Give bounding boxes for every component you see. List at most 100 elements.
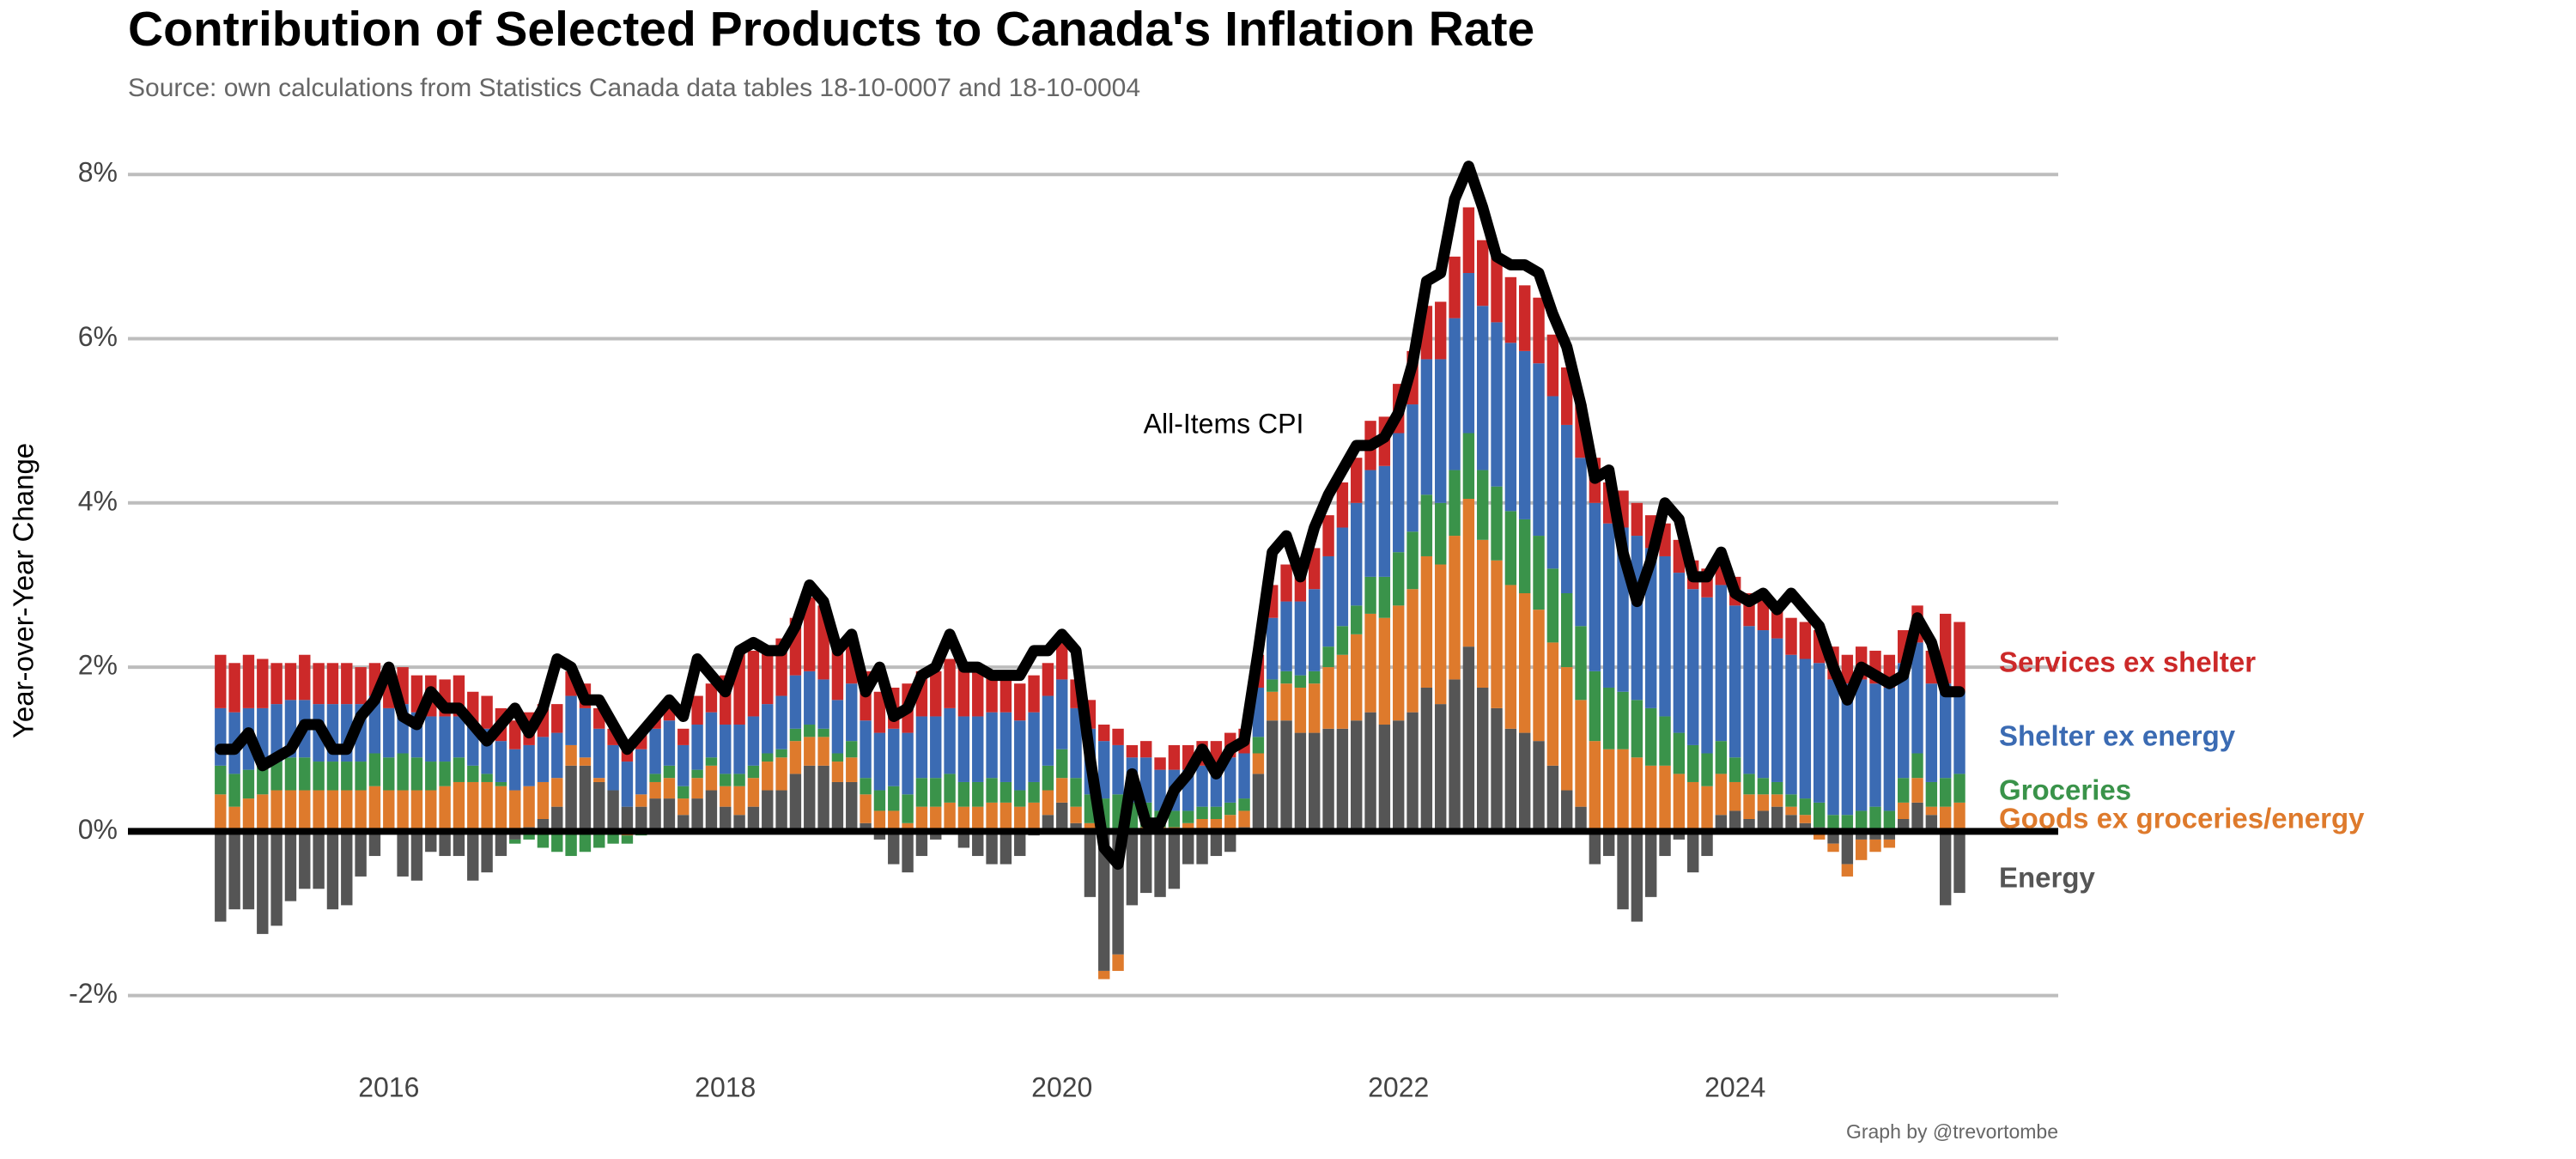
bar-segment xyxy=(915,778,928,807)
bar-segment xyxy=(326,762,339,791)
bar-segment xyxy=(1813,831,1826,840)
bar-segment xyxy=(1028,675,1040,713)
bar-segment xyxy=(1673,831,1686,840)
bar-segment xyxy=(999,831,1012,865)
legend-label: Services ex shelter xyxy=(1999,646,2256,678)
bar-segment xyxy=(1435,301,1447,360)
bar-segment xyxy=(1070,707,1082,779)
bar-segment xyxy=(1042,663,1054,696)
bar-segment xyxy=(1196,831,1208,865)
bar-segment xyxy=(1252,774,1265,832)
bar-segment xyxy=(831,762,844,782)
bar-segment xyxy=(1925,683,1938,782)
bar-segment xyxy=(1617,691,1629,749)
bar-segment xyxy=(1224,802,1236,816)
bar-segment xyxy=(1827,815,1839,832)
bar-segment xyxy=(1014,806,1026,832)
bar-segment xyxy=(1154,831,1166,897)
bar-segment xyxy=(1743,794,1755,819)
bar-segment xyxy=(1351,634,1363,721)
bar-segment xyxy=(1897,802,1910,819)
bar-segment xyxy=(1771,781,1783,795)
bar-segment xyxy=(999,712,1012,782)
bar-segment xyxy=(326,663,339,705)
bar-segment xyxy=(1378,725,1391,832)
bar-segment xyxy=(1435,704,1447,832)
bar-segment xyxy=(1519,285,1531,351)
bar-segment xyxy=(1631,502,1643,537)
bar-segment xyxy=(565,744,577,766)
bar-segment xyxy=(1462,646,1475,832)
bar-segment xyxy=(1309,671,1321,684)
bar-segment xyxy=(762,704,774,754)
bar-segment xyxy=(1056,749,1068,779)
bar-segment xyxy=(1617,831,1629,910)
bar-segment xyxy=(523,831,535,840)
bar-segment xyxy=(1897,778,1910,803)
bar-segment xyxy=(1042,815,1054,832)
bar-segment xyxy=(1533,297,1545,364)
bar-segment xyxy=(215,707,227,766)
bar-segment xyxy=(1827,679,1839,816)
bar-segment xyxy=(1182,831,1194,865)
bar-segment xyxy=(1280,720,1292,832)
bar-segment xyxy=(957,806,970,832)
bar-segment xyxy=(705,790,718,832)
bar-segment xyxy=(215,654,227,708)
bar-segment xyxy=(691,778,703,799)
bar-segment xyxy=(775,757,787,791)
bar-segment xyxy=(649,781,661,799)
bar-segment xyxy=(1729,605,1741,758)
bar-segment xyxy=(621,762,634,807)
bar-segment xyxy=(1168,744,1181,770)
bar-segment xyxy=(831,753,844,762)
bar-segment xyxy=(1533,363,1545,537)
bar-segment xyxy=(1841,831,1854,865)
bar-segment xyxy=(915,831,928,857)
bar-segment xyxy=(1785,815,1797,832)
bar-segment xyxy=(355,790,367,832)
bar-segment xyxy=(972,806,984,832)
bar-segment xyxy=(1561,424,1573,593)
bar-segment xyxy=(762,790,774,832)
bar-segment xyxy=(607,790,619,832)
bar-segment xyxy=(1406,404,1419,532)
bar-segment xyxy=(1645,765,1657,832)
bar-segment xyxy=(873,691,886,733)
bar-segment xyxy=(1953,802,1965,832)
bar-segment xyxy=(1420,359,1433,495)
bar-segment xyxy=(579,831,592,853)
bar-segment xyxy=(299,790,311,832)
bar-segment xyxy=(957,667,970,717)
bar-segment xyxy=(1631,536,1643,701)
bar-segment xyxy=(242,769,255,799)
bar-segment xyxy=(593,728,605,779)
bar-segment xyxy=(1546,765,1559,832)
bar-segment xyxy=(439,831,451,857)
bar-segment xyxy=(677,786,690,799)
bar-segment xyxy=(1112,954,1124,971)
y-tick-label: 4% xyxy=(78,485,118,516)
bar-segment xyxy=(677,728,690,745)
bar-segment xyxy=(1112,744,1124,795)
bar-segment xyxy=(1953,622,1965,692)
bars xyxy=(215,207,1965,980)
bar-segment xyxy=(1785,806,1797,816)
bar-segment xyxy=(341,663,353,705)
bar-segment xyxy=(1294,601,1307,676)
bar-segment xyxy=(817,728,829,737)
bar-segment xyxy=(1014,790,1026,807)
bar-segment xyxy=(425,762,437,791)
y-tick-label: 2% xyxy=(78,650,118,681)
bar-segment xyxy=(1224,815,1236,832)
bar-segment xyxy=(1673,732,1686,774)
bar-segment xyxy=(410,675,423,713)
bar-segment xyxy=(1309,589,1321,671)
bar-segment xyxy=(1589,502,1601,671)
bar-segment xyxy=(789,741,802,774)
bar-segment xyxy=(1504,343,1517,512)
bar-segment xyxy=(775,749,787,758)
bar-segment xyxy=(1267,691,1279,721)
bar-segment xyxy=(1939,806,1952,832)
bar-segment xyxy=(804,671,816,725)
